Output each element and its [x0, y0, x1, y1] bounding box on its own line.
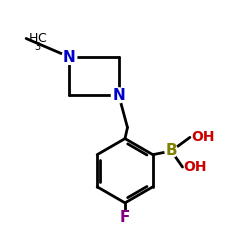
Text: F: F: [120, 210, 130, 225]
Text: B: B: [166, 144, 177, 158]
Text: N: N: [112, 88, 125, 103]
Text: 3: 3: [34, 42, 40, 52]
Text: N: N: [63, 50, 76, 64]
Text: H: H: [28, 32, 38, 45]
Text: OH: OH: [184, 160, 207, 174]
Text: OH: OH: [191, 130, 215, 144]
Circle shape: [62, 50, 77, 64]
Circle shape: [119, 212, 131, 224]
Text: C: C: [37, 32, 46, 45]
Circle shape: [165, 144, 178, 158]
Circle shape: [112, 88, 126, 103]
